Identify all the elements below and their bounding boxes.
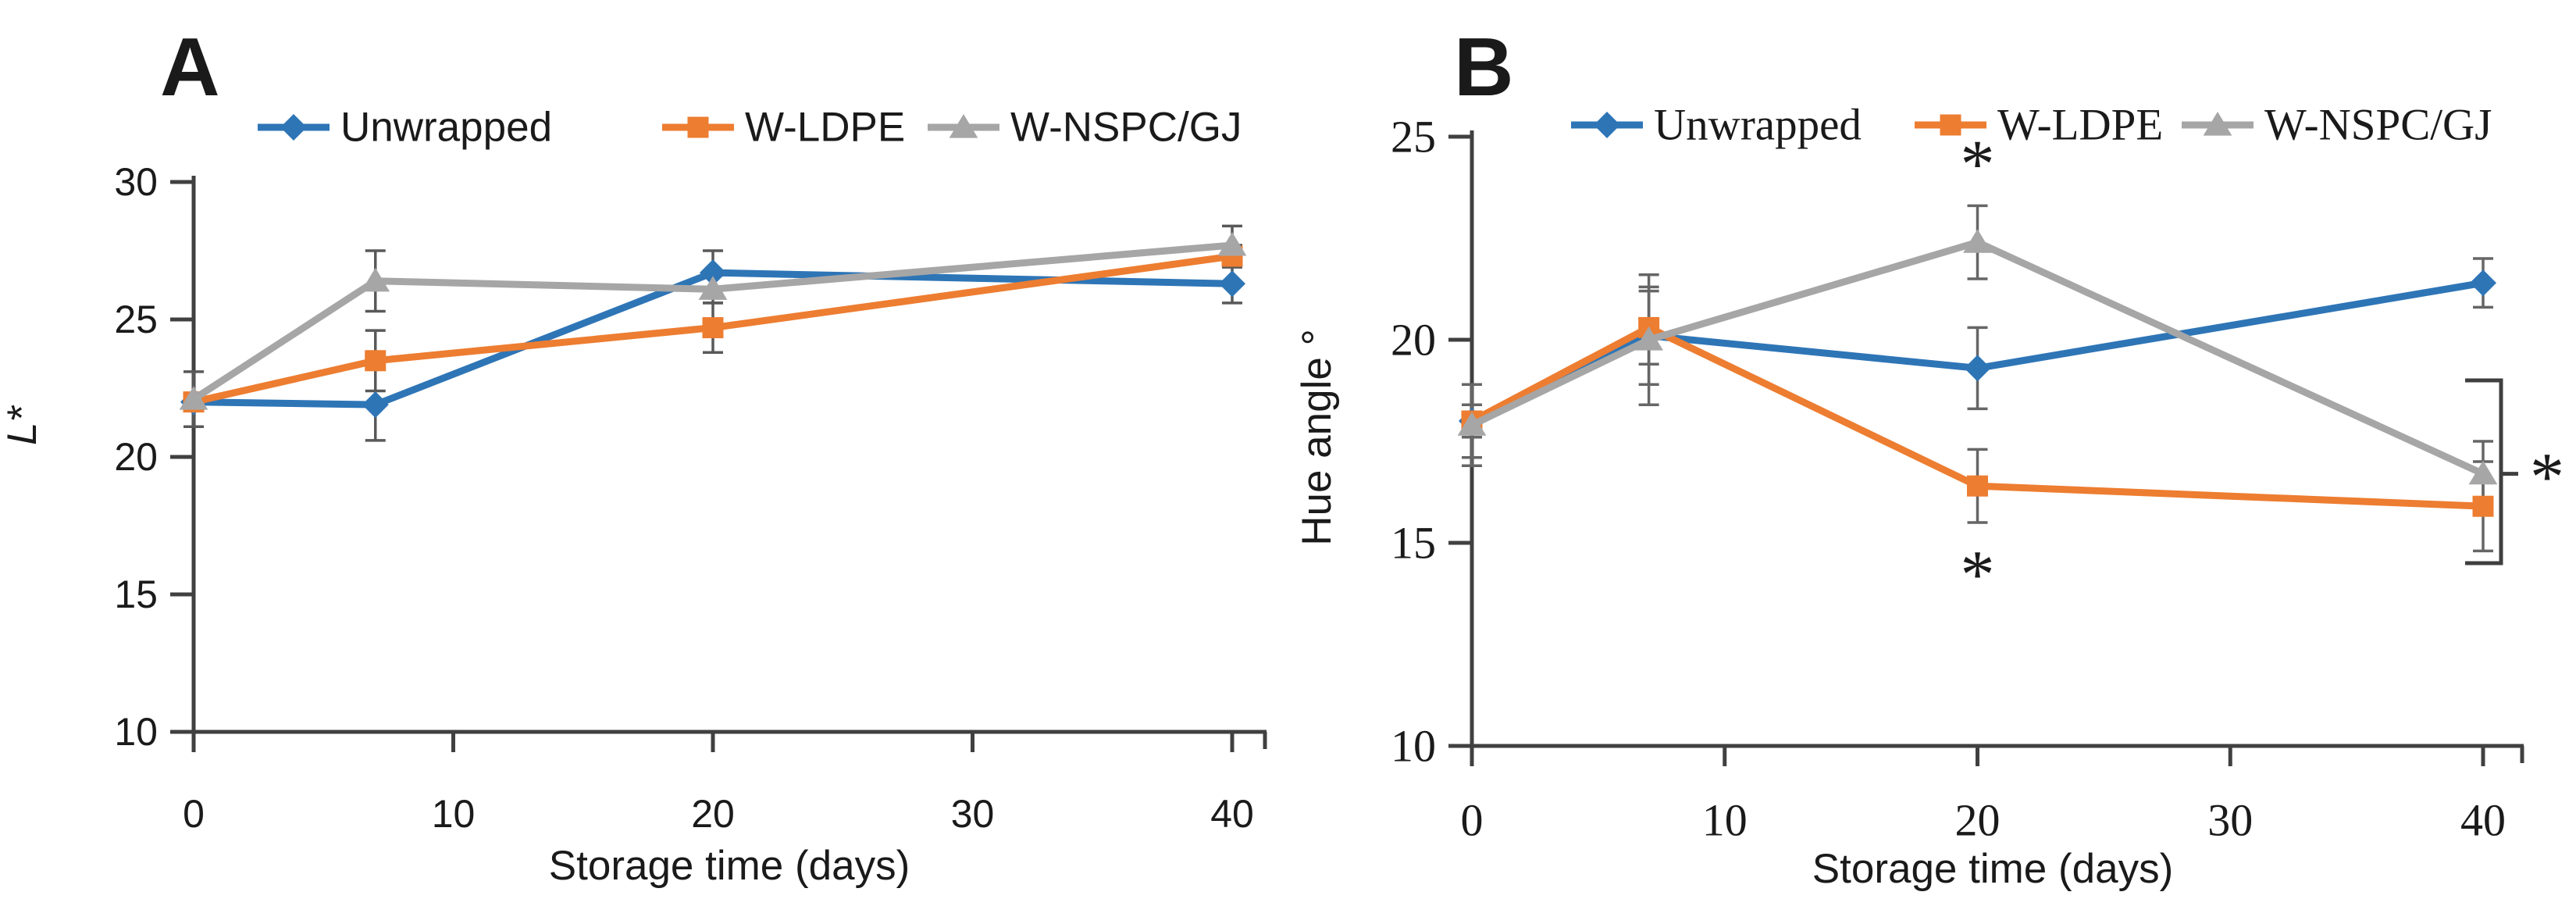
legend-item-unwrapped: Unwrapped [258, 105, 552, 151]
y-tick-label: 20 [114, 435, 158, 479]
marker-triangle-w-nspc/gj [1634, 326, 1663, 351]
y-tick-label: 15 [114, 573, 158, 616]
marker-triangle-w-nspc/gj [361, 267, 390, 292]
marker-diamond-unwrapped [2470, 269, 2496, 297]
marker-diamond-unwrapped [700, 259, 726, 287]
legend-item-w-nspc/gj: W-NSPC/GJ [2182, 101, 2492, 150]
marker-diamond-unwrapped [362, 391, 389, 419]
y-tick-label: 30 [114, 160, 158, 204]
x-axis-title: Storage time (days) [549, 843, 910, 889]
y-tick-label: 10 [114, 710, 158, 754]
significance-star: * [1961, 127, 1995, 203]
panel-b: B 10 15 20 25 0 10 20 30 40 Storage time (days) Hue… [1294, 21, 2564, 892]
marker-triangle-w-nspc/gj [1963, 229, 1992, 253]
legend-label: W-LDPE [745, 105, 905, 151]
axes [191, 176, 1267, 749]
marker-square-w-ldpe [702, 317, 724, 339]
significance-bracket [2465, 378, 2518, 565]
x-axis-title: Storage time (days) [1812, 846, 2173, 892]
significance-star: * [1961, 537, 1995, 613]
marker-diamond-unwrapped [1219, 270, 1245, 298]
legend-item-w-ldpe: W-LDPE [1915, 101, 2163, 150]
legend-label: W-NSPC/GJ [2264, 101, 2492, 150]
significance-star: * [2530, 440, 2564, 516]
legend-marker-square [1940, 114, 1961, 136]
x-tick-label: 20 [1955, 795, 2001, 846]
x-tick-label: 0 [1461, 795, 1484, 846]
y-tick-label: 15 [1391, 518, 1436, 569]
x-tick-label: 30 [951, 792, 995, 836]
legend-marker-diamond [280, 114, 307, 141]
x-tick-label: 40 [1210, 792, 1254, 836]
panel-letter: B [1454, 21, 1514, 113]
series-line-w-nspc/gj [1468, 238, 2487, 478]
x-tick-label: 20 [691, 792, 735, 836]
legend-item-w-nspc/gj: W-NSPC/GJ [928, 105, 1242, 151]
marker-triangle-w-nspc/gj [698, 276, 728, 300]
marker-square-w-ldpe [1967, 475, 1988, 497]
legend-marker-square [687, 116, 709, 138]
x-tick-label: 40 [2460, 795, 2506, 846]
y-axis-title: L* [0, 405, 45, 445]
series-line-w-ldpe [1468, 323, 2487, 510]
panel-a: A 10 15 20 25 30 0 10 20 30 40 Storage time (days) L… [0, 21, 1267, 889]
series-line-unwrapped [1468, 279, 2487, 425]
marker-triangle-w-nspc/gj [2468, 460, 2498, 485]
y-tick-label: 20 [1391, 315, 1436, 366]
panel-letter: A [160, 21, 220, 113]
marker-square-w-ldpe [2472, 495, 2494, 517]
legend: Unwrapped W-LDPE W-NSPC/GJ [1571, 101, 2492, 150]
legend-item-w-ldpe: W-LDPE [662, 105, 905, 151]
axes [1469, 130, 2524, 763]
legend-marker-triangle [949, 114, 978, 138]
marker-square-w-ldpe [365, 350, 387, 372]
legend-item-unwrapped: Unwrapped [1571, 101, 1862, 150]
y-tick-label: 25 [114, 298, 158, 341]
x-tick-label: 10 [432, 792, 476, 836]
series-line-w-nspc/gj [190, 241, 1236, 403]
y-axis-title: Hue angle ° [1294, 329, 1340, 546]
legend-label: Unwrapped [340, 105, 552, 151]
legend-label: W-LDPE [1997, 101, 2163, 150]
legend-marker-triangle [2203, 112, 2232, 136]
legend: Unwrapped W-LDPE W-NSPC/GJ [258, 105, 1242, 151]
legend-marker-diamond [1594, 112, 1620, 138]
y-tick-label: 10 [1391, 721, 1436, 772]
marker-triangle-w-nspc/gj [1217, 231, 1247, 256]
x-tick-label: 0 [183, 792, 205, 836]
marker-triangle-w-nspc/gj [1457, 412, 1487, 436]
x-tick-label: 10 [1702, 795, 1748, 846]
series-line-unwrapped [190, 269, 1236, 408]
legend-label: Unwrapped [1654, 101, 1862, 150]
marker-triangle-w-nspc/gj [179, 386, 208, 410]
legend-label: W-NSPC/GJ [1010, 105, 1242, 151]
marker-diamond-unwrapped [1964, 355, 1991, 382]
series-line-w-ldpe [190, 252, 1236, 406]
y-tick-label: 25 [1391, 112, 1436, 162]
x-tick-label: 30 [2207, 795, 2253, 846]
